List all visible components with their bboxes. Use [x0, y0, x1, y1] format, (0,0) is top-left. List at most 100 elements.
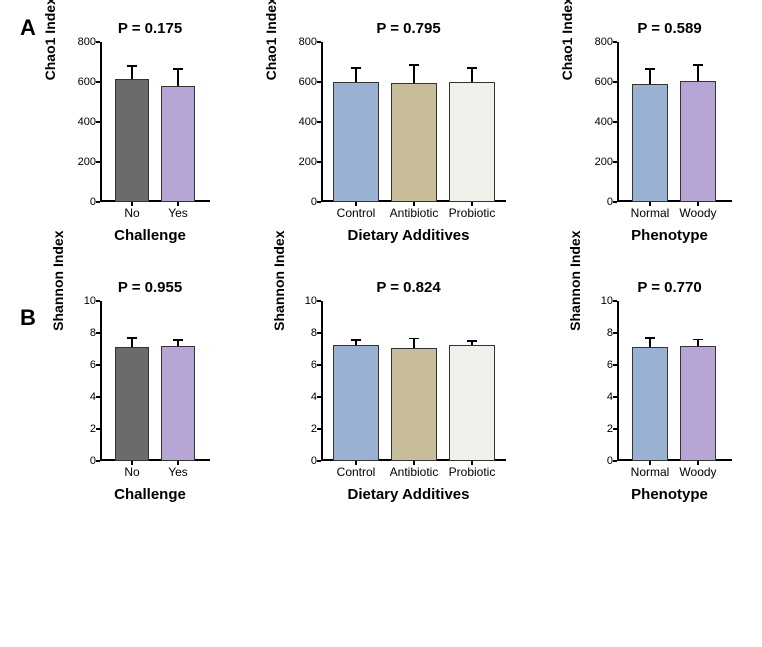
- y-axis-label: Chao1 Index: [263, 0, 279, 80]
- ytick-label: 600: [78, 76, 100, 88]
- xtick-label: Woody: [679, 461, 716, 479]
- error-cap: [693, 64, 703, 66]
- p-value: P = 0.824: [376, 279, 440, 296]
- chart-dietary-shannon: P = 0.8240246810Shannon IndexControlAnti…: [311, 279, 506, 503]
- ytick-label: 4: [607, 391, 617, 403]
- plot-area: 0246810Shannon IndexNormalWoody: [617, 301, 732, 461]
- ytick-label: 0: [607, 196, 617, 208]
- xtick-label: Antibiotic: [390, 202, 439, 220]
- error-cap: [351, 67, 361, 69]
- chart-phenotype-shannon: P = 0.770 0246810Shannon IndexNormalWoody…: [607, 279, 732, 503]
- plot-area: 0246810Shannon IndexNoYes: [100, 301, 210, 461]
- ytick-label: 2: [90, 423, 100, 435]
- bar: [333, 345, 379, 461]
- x-axis-label: Dietary Additives: [348, 486, 470, 503]
- bar: [161, 346, 195, 461]
- ytick-label: 800: [595, 36, 617, 48]
- error-cap: [173, 339, 183, 341]
- error-bar: [177, 340, 179, 346]
- error-cap: [409, 64, 419, 66]
- x-axis-label: Challenge: [114, 227, 186, 244]
- ytick-label: 2: [607, 423, 617, 435]
- error-cap: [409, 338, 419, 340]
- chart-challenge-chao1: P = 0.175 0200400600800Chao1 IndexNoYes Ch…: [90, 20, 210, 244]
- ytick-label: 0: [90, 196, 100, 208]
- ytick-label: 400: [299, 116, 321, 128]
- bar: [391, 83, 437, 202]
- y-axis-label: Shannon Index: [50, 230, 66, 330]
- ytick-label: 4: [311, 391, 321, 403]
- error-bar: [413, 65, 415, 83]
- error-cap: [467, 67, 477, 69]
- error-cap: [467, 340, 477, 342]
- bar: [680, 346, 716, 461]
- bar: [449, 345, 495, 461]
- bar: [632, 347, 668, 461]
- plot-area: 0200400600800Chao1 IndexControlAntibioti…: [321, 42, 506, 202]
- ytick-label: 2: [311, 423, 321, 435]
- xtick-label: No: [124, 202, 139, 220]
- ytick-label: 10: [601, 295, 617, 307]
- x-axis-label: Phenotype: [631, 227, 708, 244]
- chart-dietary-chao1: P = 0.795 0200400600800Chao1 IndexControl…: [311, 20, 506, 244]
- panel-label-b: B: [20, 305, 36, 331]
- bar: [680, 81, 716, 202]
- ytick-label: 0: [311, 196, 321, 208]
- xtick-label: No: [124, 461, 139, 479]
- ytick-label: 0: [311, 455, 321, 467]
- error-cap: [173, 68, 183, 70]
- xtick-label: Control: [337, 202, 376, 220]
- p-value: P = 0.175: [118, 20, 182, 37]
- xtick-label: Normal: [631, 461, 670, 479]
- error-bar: [355, 68, 357, 82]
- error-cap: [693, 339, 703, 341]
- ytick-label: 200: [595, 156, 617, 168]
- error-bar: [177, 69, 179, 86]
- bar: [115, 79, 149, 202]
- error-bar: [131, 66, 133, 79]
- x-axis-label: Challenge: [114, 486, 186, 503]
- ytick-label: 6: [607, 359, 617, 371]
- error-cap: [645, 68, 655, 70]
- ytick-label: 200: [78, 156, 100, 168]
- bar: [333, 82, 379, 202]
- y-axis-label: Chao1 Index: [559, 0, 575, 80]
- xtick-label: Woody: [679, 202, 716, 220]
- ytick-label: 400: [78, 116, 100, 128]
- ytick-label: 800: [299, 36, 321, 48]
- bar: [115, 347, 149, 461]
- chart-challenge-shannon: P = 0.9550246810Shannon IndexNoYesChalle…: [90, 279, 210, 503]
- ytick-label: 10: [84, 295, 100, 307]
- ytick-label: 6: [90, 359, 100, 371]
- figure: A P = 0.1750200400600800Chao1 IndexNoYes…: [20, 20, 742, 503]
- error-bar: [413, 339, 415, 349]
- error-bar: [649, 69, 651, 84]
- p-value: P = 0.589: [637, 20, 701, 37]
- xtick-label: Probiotic: [449, 202, 496, 220]
- error-bar: [697, 339, 699, 345]
- error-bar: [471, 68, 473, 82]
- error-cap: [351, 339, 361, 341]
- panel-label-a: A: [20, 15, 36, 41]
- ytick-label: 10: [305, 295, 321, 307]
- ytick-label: 600: [299, 76, 321, 88]
- p-value: P = 0.795: [376, 20, 440, 37]
- ytick-label: 400: [595, 116, 617, 128]
- error-bar: [697, 65, 699, 81]
- p-value: P = 0.770: [637, 279, 701, 296]
- error-bar: [649, 338, 651, 347]
- row-b: P = 0.9550246810Shannon IndexNoYesChalle…: [20, 279, 742, 503]
- bar: [161, 86, 195, 202]
- bar: [391, 348, 437, 461]
- y-axis-label: Chao1 Index: [42, 0, 58, 80]
- xtick-label: Antibiotic: [390, 461, 439, 479]
- ytick-label: 4: [90, 391, 100, 403]
- row-a: P = 0.175 0200400600800Chao1 IndexNoYes Ch…: [20, 20, 742, 244]
- xtick-label: Yes: [168, 202, 188, 220]
- chart-phenotype-chao1: P = 0.5890200400600800Chao1 IndexNormalW…: [607, 20, 732, 244]
- error-cap: [127, 337, 137, 339]
- xtick-label: Probiotic: [449, 461, 496, 479]
- ytick-label: 8: [90, 327, 100, 339]
- plot-area: 0200400600800Chao1 IndexNoYes: [100, 42, 210, 202]
- y-axis-label: Shannon Index: [271, 230, 287, 330]
